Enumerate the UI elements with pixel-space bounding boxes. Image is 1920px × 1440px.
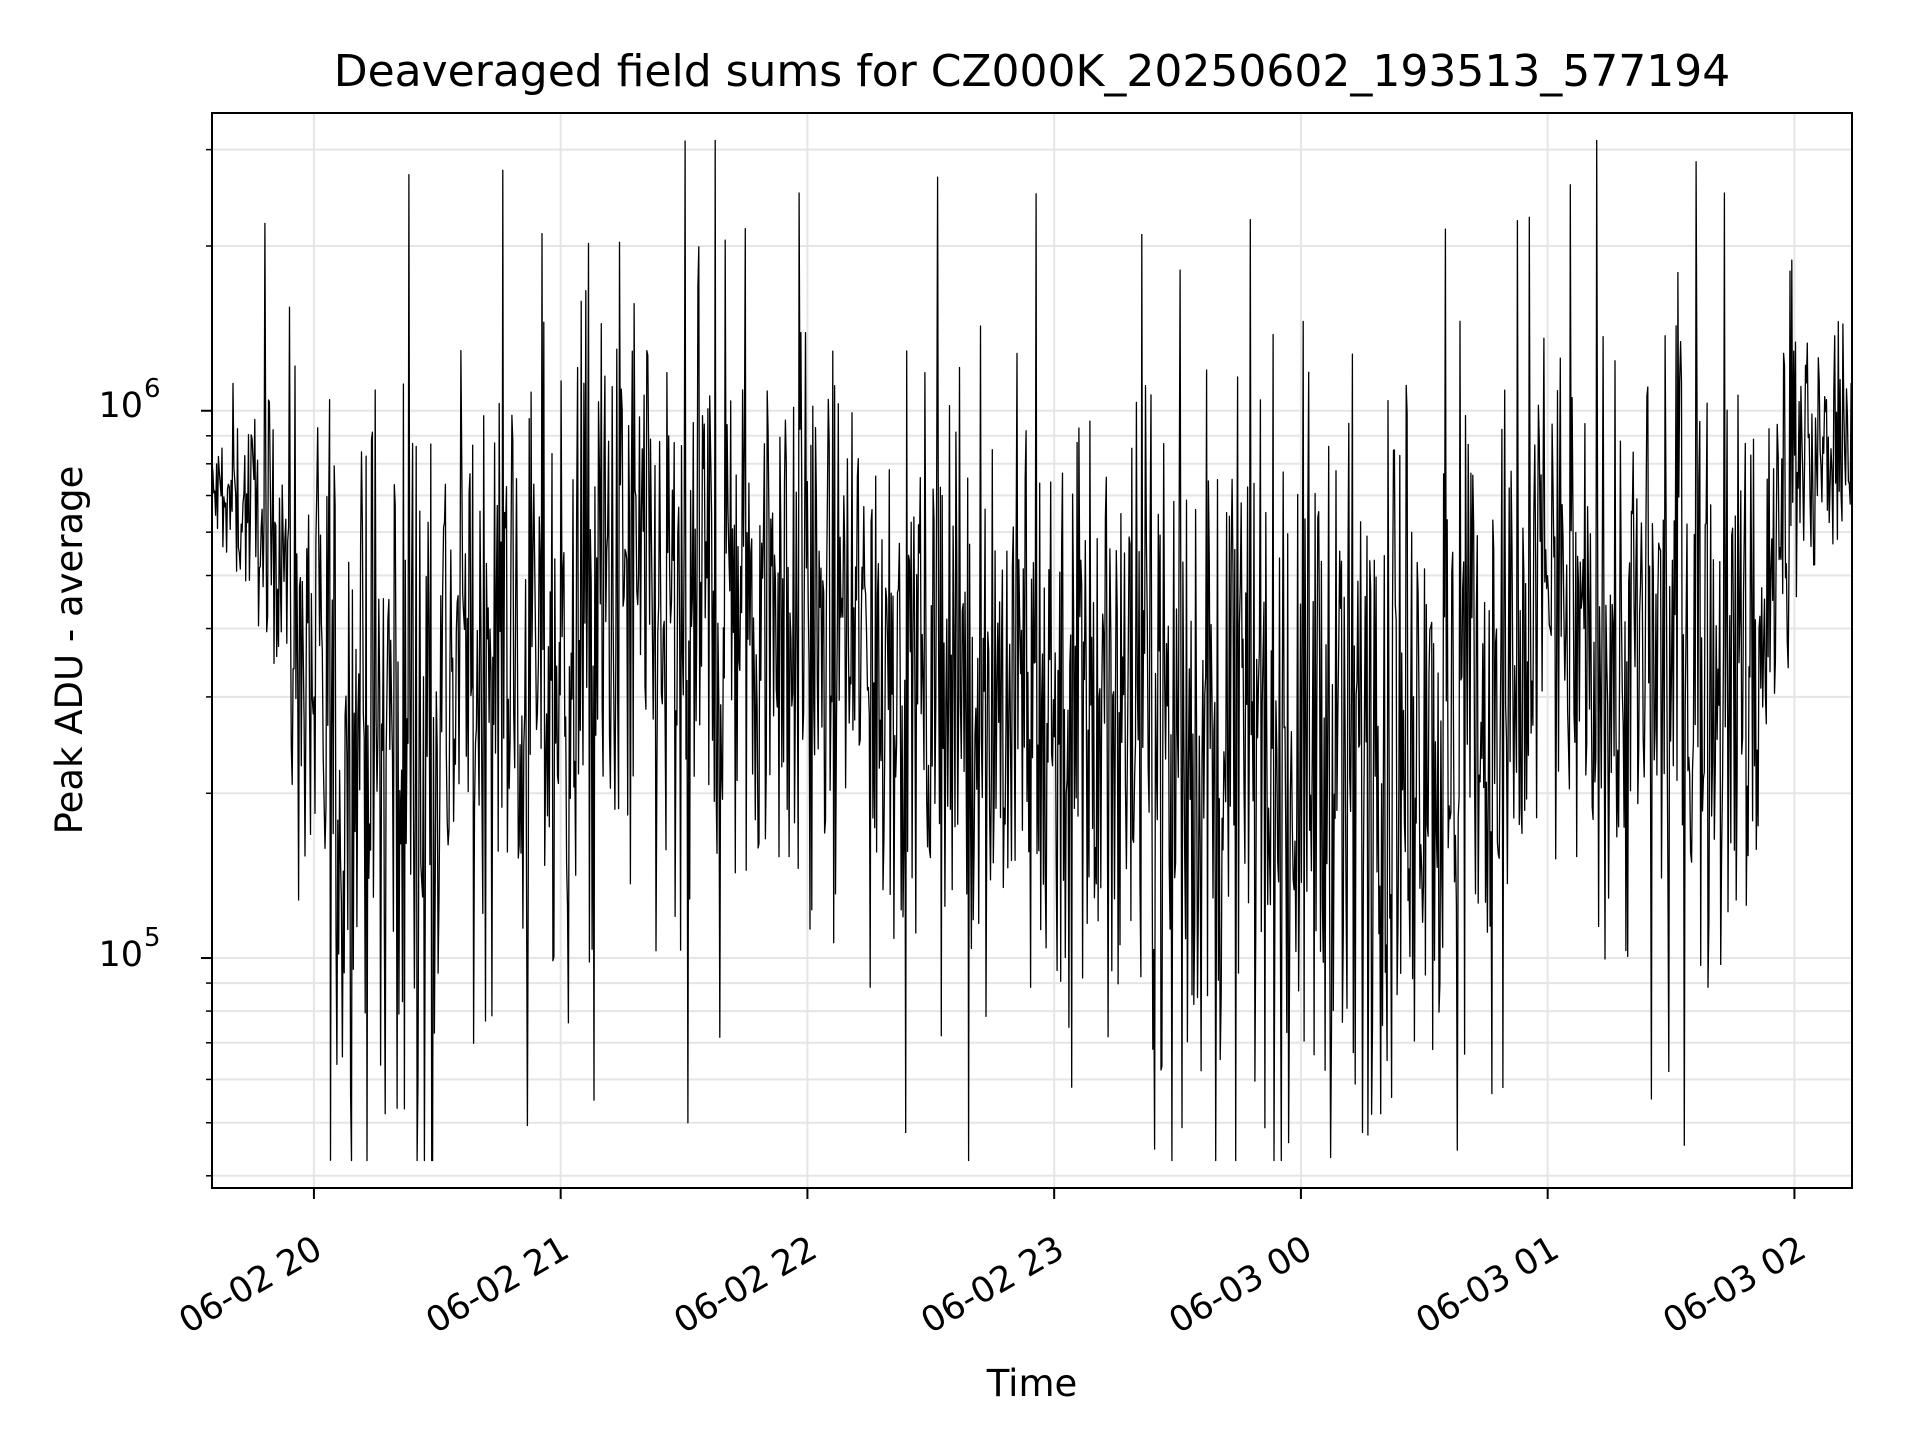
y-axis-ticks [201,148,212,1177]
y-axis-label: Peak ADU - average [48,466,91,835]
chart-title: Deaveraged field sums for CZ000K_2025060… [334,46,1731,97]
y-tick-label-1e6: 10 6 [98,374,160,426]
y-tick-exp-1e6: 6 [144,374,161,404]
series-line [212,140,1852,1160]
x-axis-label: Time [986,1362,1078,1405]
y-tick-base-1e6: 10 [98,386,143,426]
y-tick-base-1e5: 10 [98,935,143,975]
y-tick-label-1e5: 10 5 [98,923,160,975]
x-axis-ticks [312,1188,1796,1199]
plot-frame [211,112,1853,1189]
series-path [212,140,1852,1160]
y-tick-exp-1e5: 5 [144,923,161,953]
